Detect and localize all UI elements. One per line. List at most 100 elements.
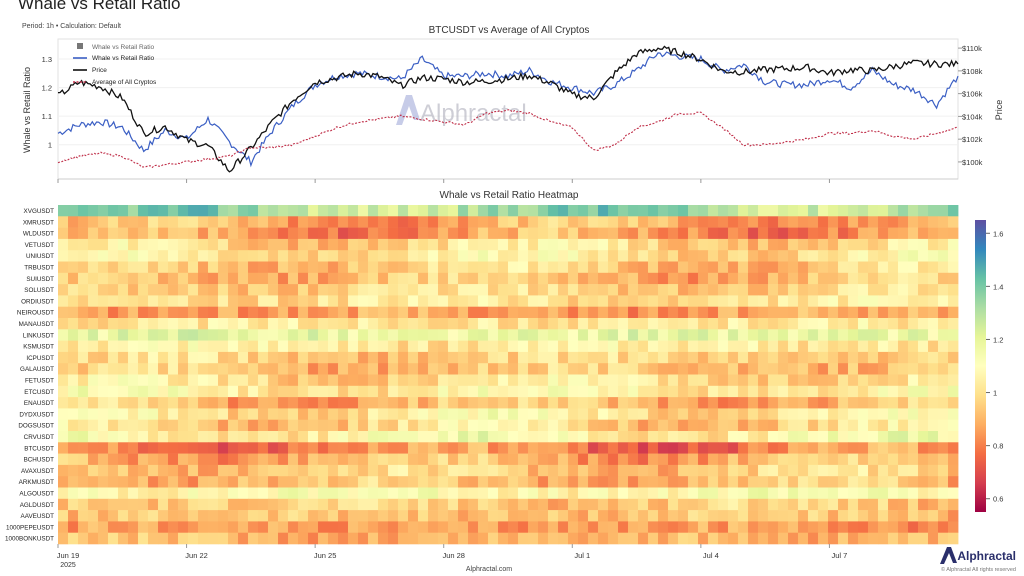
heatmap-cell — [178, 521, 189, 533]
heatmap-cell — [308, 419, 319, 432]
heatmap-cell — [808, 453, 819, 466]
heatmap-cell — [558, 476, 569, 488]
heatmap-cell — [698, 318, 709, 330]
heatmap-cell — [198, 431, 209, 443]
heatmap-cell — [98, 431, 109, 443]
heatmap-cell — [288, 374, 299, 387]
heatmap-cell — [798, 385, 809, 398]
heatmap-cell — [708, 351, 719, 364]
heatmap-cell — [908, 272, 919, 285]
heatmap-cell — [718, 431, 729, 443]
heatmap-cell — [98, 363, 109, 375]
heatmap-cell — [308, 521, 319, 533]
heatmap-cell — [908, 363, 919, 375]
heatmap-cell — [668, 351, 679, 364]
heatmap-cell — [878, 261, 889, 274]
heatmap-cell — [398, 385, 409, 398]
heatmap-cell — [698, 351, 709, 364]
heatmap-cell — [88, 216, 99, 228]
heatmap-cell — [708, 250, 719, 262]
heatmap-cell — [368, 351, 379, 364]
heatmap-cell — [158, 351, 169, 364]
heatmap-cell — [908, 453, 919, 466]
heatmap-cell — [428, 216, 439, 228]
heatmap-cell — [698, 419, 709, 432]
heatmap-cell — [548, 476, 559, 488]
heatmap-cell — [558, 227, 569, 240]
heatmap-cell — [688, 284, 699, 296]
heatmap-cell — [558, 408, 569, 420]
heatmap-cell — [608, 227, 619, 240]
heatmap-cell — [858, 306, 869, 319]
heatmap-cell — [438, 227, 449, 240]
heatmap-cell — [648, 205, 659, 217]
heatmap-cell — [248, 205, 259, 217]
heatmap-cell — [688, 521, 699, 533]
heatmap-cell — [648, 238, 659, 251]
heatmap-cell — [178, 329, 189, 341]
heatmap-cell — [308, 487, 319, 500]
heatmap-cell — [58, 532, 69, 545]
heatmap-cell — [248, 351, 259, 364]
heatmap-cell — [448, 532, 459, 545]
heatmap-cell — [718, 442, 729, 454]
heatmap-cell — [328, 295, 339, 307]
heatmap-cell — [648, 419, 659, 432]
heatmap-cell — [838, 227, 849, 240]
heatmap-cell — [618, 431, 629, 443]
heatmap-cell — [748, 272, 759, 285]
heatmap-cell — [168, 284, 179, 296]
heatmap-cell — [938, 227, 949, 240]
heatmap-cell — [478, 340, 489, 353]
heatmap-cell — [108, 397, 119, 409]
heatmap-cell — [208, 318, 219, 330]
heatmap-cell — [818, 250, 829, 262]
heatmap-cell — [878, 284, 889, 296]
heatmap-cell — [908, 487, 919, 500]
heatmap-cell — [288, 419, 299, 432]
heatmap-cell — [678, 205, 689, 217]
heatmap-cell — [198, 408, 209, 420]
heatmap-cell — [498, 453, 509, 466]
heatmap-row-galausdt — [58, 363, 959, 375]
heatmap-cell — [438, 453, 449, 466]
heatmap-cell — [208, 340, 219, 353]
heatmap-cell — [388, 419, 399, 432]
heatmap-row-dydxusdt — [58, 408, 959, 420]
heatmap-cell — [348, 408, 359, 420]
heatmap-cell — [528, 453, 539, 466]
heatmap-cell — [778, 431, 789, 443]
heatmap-cell — [198, 385, 209, 398]
heatmap-cell — [748, 385, 759, 398]
heatmap-cell — [278, 318, 289, 330]
heatmap-cell — [618, 250, 629, 262]
heatmap-cell — [98, 498, 109, 511]
heatmap-cell — [668, 442, 679, 454]
heatmap-cell — [308, 227, 319, 240]
heatmap-cell — [748, 227, 759, 240]
heatmap-cell — [558, 532, 569, 545]
row-label: SOLUSDT — [24, 287, 54, 294]
heatmap-cell — [278, 374, 289, 387]
heatmap-cell — [338, 498, 349, 511]
heatmap-cell — [168, 521, 179, 533]
heatmap-cell — [358, 521, 369, 533]
heatmap-cell — [808, 408, 819, 420]
heatmap-cell — [478, 351, 489, 364]
heatmap-cell — [658, 351, 669, 364]
heatmap-cell — [78, 385, 89, 398]
heatmap-cell — [668, 464, 679, 477]
heatmap-cell — [668, 431, 679, 443]
heatmap-cell — [768, 442, 779, 454]
heatmap-cell — [228, 419, 239, 432]
heatmap-cell — [778, 397, 789, 409]
heatmap-cell — [158, 205, 169, 217]
heatmap-cell — [328, 363, 339, 375]
heatmap-cell — [948, 284, 959, 296]
heatmap-cell — [138, 340, 149, 353]
heatmap-cell — [448, 351, 459, 364]
heatmap-cell — [948, 227, 959, 240]
heatmap-cell — [748, 498, 759, 511]
heatmap-cell — [128, 385, 139, 398]
heatmap-cell — [888, 510, 899, 522]
